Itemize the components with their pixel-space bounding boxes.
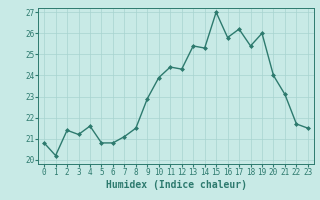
X-axis label: Humidex (Indice chaleur): Humidex (Indice chaleur) xyxy=(106,180,246,190)
